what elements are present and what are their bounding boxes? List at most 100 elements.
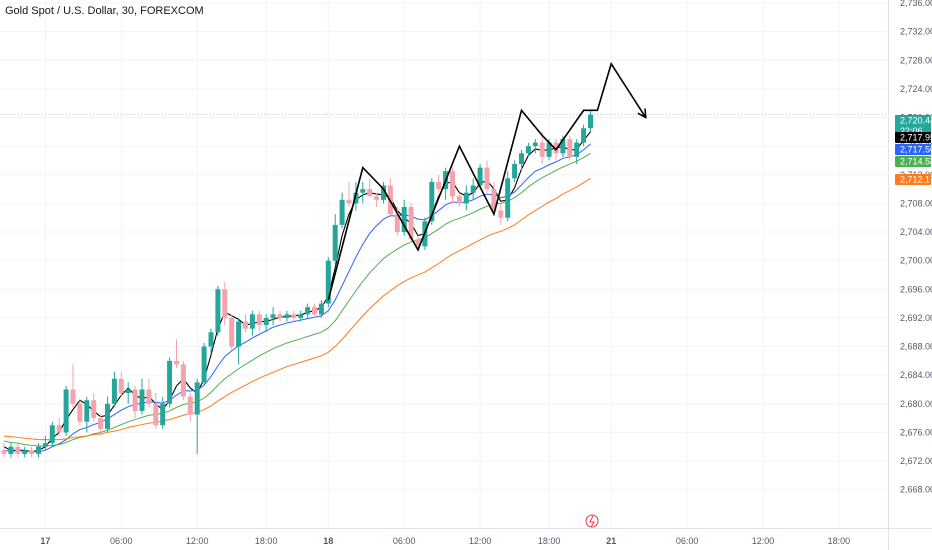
- price-tag: [895, 156, 931, 167]
- candle-body: [305, 307, 311, 315]
- candle-body: [8, 446, 14, 454]
- candle-body: [360, 189, 366, 193]
- candle-body: [505, 178, 511, 218]
- candle-body: [208, 332, 214, 347]
- candle-body: [546, 142, 552, 157]
- chart-title: Gold Spot / U.S. Dollar, 30, FOREXCOM: [5, 5, 204, 17]
- candle-body: [394, 214, 400, 233]
- candle-body: [118, 378, 124, 394]
- y-tick-label: 2,684.00: [900, 370, 932, 380]
- x-tick-label: 12:00: [469, 536, 492, 546]
- candle-body: [291, 314, 297, 318]
- candle-body: [553, 142, 559, 154]
- candle-body: [29, 450, 35, 454]
- y-tick-label: 2,724.00: [900, 84, 932, 94]
- candle-body: [339, 199, 345, 225]
- candle-body: [98, 418, 104, 429]
- candle-body: [560, 138, 566, 154]
- moving-average-line: [3, 131, 591, 453]
- candle-body: [56, 425, 62, 433]
- y-tick-label: 2,668.00: [900, 485, 932, 495]
- x-tick-label: 06:00: [676, 536, 699, 546]
- candle-body: [132, 389, 138, 411]
- x-tick-label: 18:00: [828, 536, 851, 546]
- candle-body: [125, 389, 131, 394]
- candle-body: [415, 239, 421, 247]
- candle-body: [463, 192, 469, 204]
- candle-body: [153, 403, 159, 426]
- x-tick-label: 12:00: [752, 536, 775, 546]
- candle-body: [512, 164, 518, 179]
- candle-body: [470, 185, 476, 193]
- y-tick-label: 2,736.00: [900, 0, 932, 8]
- candle-body: [222, 289, 228, 318]
- candle-body: [318, 303, 324, 315]
- price-tag-label: 2,717.95: [900, 133, 932, 143]
- candle-body: [374, 196, 380, 200]
- candle-body: [105, 403, 110, 429]
- y-tick-label: 2,680.00: [900, 399, 932, 409]
- candle-body: [401, 206, 407, 233]
- x-tick-label: 06:00: [393, 536, 416, 546]
- candle-body: [270, 314, 276, 318]
- y-tick-label: 2,692.00: [900, 313, 932, 323]
- candle-body: [284, 314, 290, 318]
- candle-body: [353, 192, 359, 204]
- candle-body: [429, 181, 435, 222]
- price-tag-label: 2,720.44: [900, 116, 932, 126]
- y-tick-label: 2,696.00: [900, 284, 932, 294]
- candle-body: [49, 425, 55, 444]
- candle-body: [63, 389, 69, 433]
- price-tag: [895, 115, 931, 137]
- y-tick-label: 2,728.00: [900, 55, 932, 65]
- candle-body: [22, 450, 28, 454]
- candle-body: [167, 360, 173, 404]
- x-tick-label: 06:00: [110, 536, 133, 546]
- candle-body: [484, 167, 490, 190]
- candle-body: [567, 138, 573, 157]
- candle-body: [581, 128, 587, 143]
- candle-body: [325, 260, 331, 304]
- y-tick-label: 2,700.00: [900, 256, 932, 266]
- candle-body: [111, 378, 117, 404]
- candle-body: [367, 189, 373, 197]
- x-tick-label: 21: [606, 536, 616, 546]
- price-tag: [895, 132, 931, 143]
- candle-body: [146, 389, 152, 404]
- price-tag-label: 2,714.58: [900, 157, 932, 167]
- candle-body: [346, 199, 352, 204]
- lightning-icon: [589, 515, 595, 528]
- candle-body: [249, 314, 255, 329]
- candle-body: [532, 142, 538, 147]
- candle-body: [277, 314, 283, 318]
- moving-average-line: [3, 177, 591, 441]
- candle-body: [256, 314, 262, 326]
- candle-body: [187, 396, 193, 415]
- candle-body: [491, 189, 497, 211]
- candle-body: [477, 167, 483, 186]
- candle-body: [525, 146, 531, 154]
- candle-body: [180, 364, 186, 397]
- candle-body: [15, 446, 21, 454]
- candle-body: [312, 307, 317, 315]
- candle-body: [91, 400, 97, 419]
- x-tick-label: 18:00: [538, 536, 561, 546]
- candle-body: [36, 446, 41, 454]
- candle-body: [456, 196, 462, 204]
- candle-body: [539, 142, 545, 157]
- x-tick-label: 17: [40, 536, 50, 546]
- y-tick-label: 2,688.00: [900, 342, 932, 352]
- candle-body: [408, 206, 414, 240]
- candle-body: [77, 403, 83, 422]
- candle-body: [381, 185, 386, 200]
- event-marker-icon: [585, 514, 599, 528]
- candle-body: [298, 314, 304, 318]
- candle-body: [263, 317, 269, 326]
- candle-body: [519, 153, 524, 165]
- y-tick-label: 2,732.00: [900, 27, 932, 37]
- candle-body: [174, 360, 179, 365]
- candle-body: [139, 389, 145, 411]
- y-tick-label: 2,672.00: [900, 456, 932, 466]
